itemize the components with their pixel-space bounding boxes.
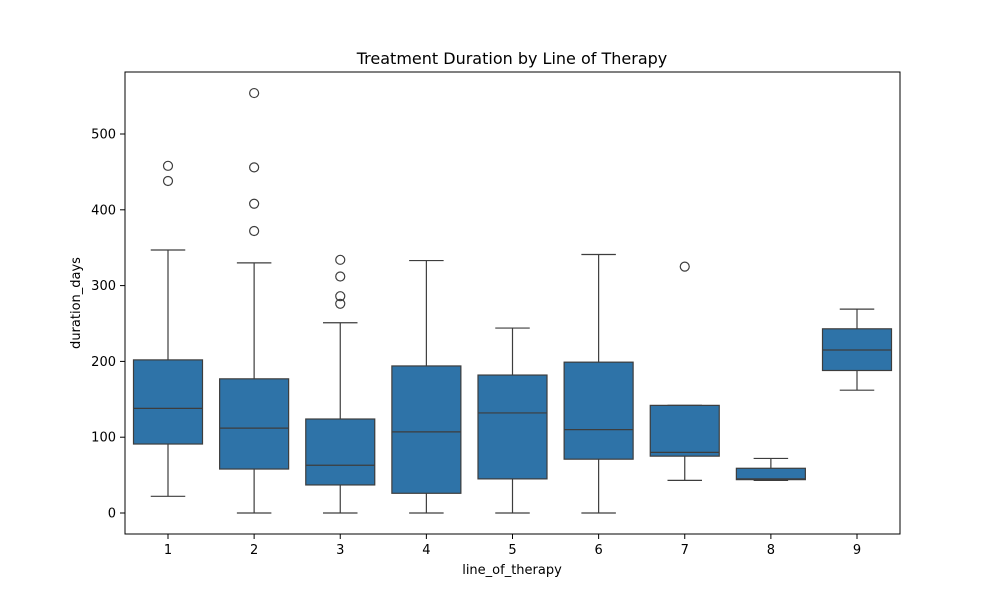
outlier-point (335, 254, 346, 265)
box-group-8 (735, 457, 806, 482)
box-group-2 (219, 87, 290, 514)
outlier-point (335, 298, 346, 309)
chart-title: Treatment Duration by Line of Therapy (356, 49, 668, 68)
outlier-point (249, 87, 260, 99)
x-tick-label: 5 (508, 543, 516, 558)
iqr-box (563, 361, 634, 460)
outlier-point (249, 162, 260, 173)
x-tick-label: 3 (336, 543, 344, 558)
plot-area (132, 87, 893, 514)
iqr-box (735, 467, 806, 481)
box-group-5 (477, 327, 548, 514)
box-group-4 (391, 259, 462, 514)
x-axis: 1 2 3 4 5 6 7 8 9 (164, 534, 861, 558)
iqr-box (219, 378, 290, 470)
box-group-3 (305, 254, 376, 514)
x-tick-label: 7 (681, 543, 689, 558)
box-group-9 (821, 308, 893, 391)
outlier-point (335, 271, 346, 282)
x-tick-label: 1 (164, 543, 172, 558)
iqr-box (132, 359, 204, 445)
y-tick-label: 0 (108, 507, 116, 522)
x-tick-label: 6 (594, 543, 602, 558)
outlier-point (249, 225, 260, 237)
iqr-box (391, 365, 462, 494)
y-tick-label: 300 (91, 279, 116, 294)
y-tick-label: 400 (91, 203, 116, 218)
y-tick-label: 100 (91, 431, 116, 446)
y-tick-label: 500 (91, 128, 116, 143)
outlier-point (335, 291, 346, 302)
x-tick-label: 8 (767, 543, 775, 558)
box-group-7 (649, 261, 720, 482)
iqr-box (649, 404, 720, 457)
outlier-point (162, 160, 174, 171)
box-group-1 (132, 160, 204, 497)
x-axis-label: line_of_therapy (462, 563, 562, 578)
outlier-point (679, 261, 690, 272)
outlier-point (249, 198, 260, 209)
iqr-box (477, 374, 548, 480)
outlier-point (162, 175, 174, 187)
y-axis: 0 100 200 300 400 500 (91, 128, 125, 522)
y-axis-label: duration_days (69, 257, 84, 349)
x-tick-label: 4 (422, 543, 430, 558)
x-tick-label: 9 (853, 543, 861, 558)
iqr-box (305, 418, 376, 486)
box-group-6 (563, 253, 634, 514)
x-tick-label: 2 (250, 543, 258, 558)
y-tick-label: 200 (91, 355, 116, 370)
